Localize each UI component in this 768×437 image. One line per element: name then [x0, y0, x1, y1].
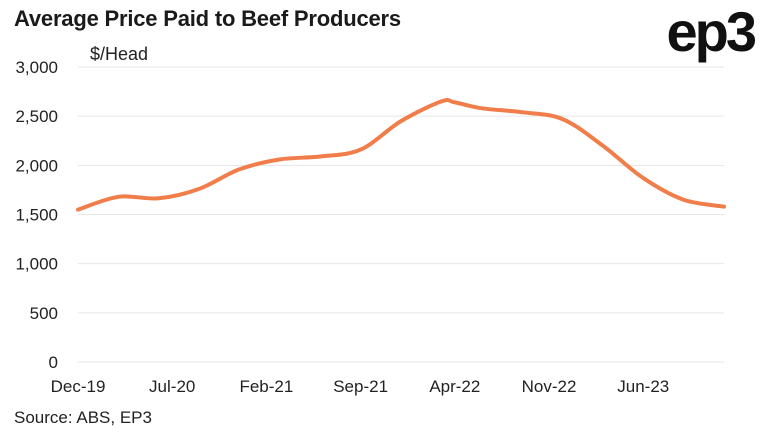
- y-tick-label: 500: [30, 304, 58, 323]
- y-axis-tick-labels: 0 500 1,000 1,500 2,000 2,500 3,000: [15, 58, 58, 372]
- y-tick-label: 3,000: [15, 58, 58, 77]
- y-tick-label: 0: [49, 353, 58, 372]
- x-tick-label: Dec-19: [51, 377, 106, 396]
- price-line: [76, 98, 726, 212]
- data-series: [76, 98, 726, 212]
- x-tick-label: Jul-20: [149, 377, 195, 396]
- x-tick-label: Feb-21: [239, 377, 293, 396]
- gridlines: [78, 66, 724, 363]
- x-axis-tick-labels: Dec-19 Jul-20 Feb-21 Sep-21 Apr-22 Nov-22 Jun-…: [51, 377, 670, 396]
- y-axis-unit-label: $/Head: [90, 44, 149, 64]
- source-note: Source: ABS, EP3: [14, 408, 152, 427]
- y-tick-label: 2,500: [15, 107, 58, 126]
- chart-title: Average Price Paid to Beef Producers: [14, 6, 401, 31]
- x-tick-label: Apr-22: [429, 377, 480, 396]
- y-tick-label: 1,500: [15, 206, 58, 225]
- x-tick-label: Nov-22: [522, 377, 577, 396]
- y-tick-label: 2,000: [15, 156, 58, 175]
- y-tick-label: 1,000: [15, 255, 58, 274]
- x-tick-label: Sep-21: [333, 377, 388, 396]
- ep3-logo: ep3: [666, 0, 757, 63]
- x-tick-label: Jun-23: [617, 377, 669, 396]
